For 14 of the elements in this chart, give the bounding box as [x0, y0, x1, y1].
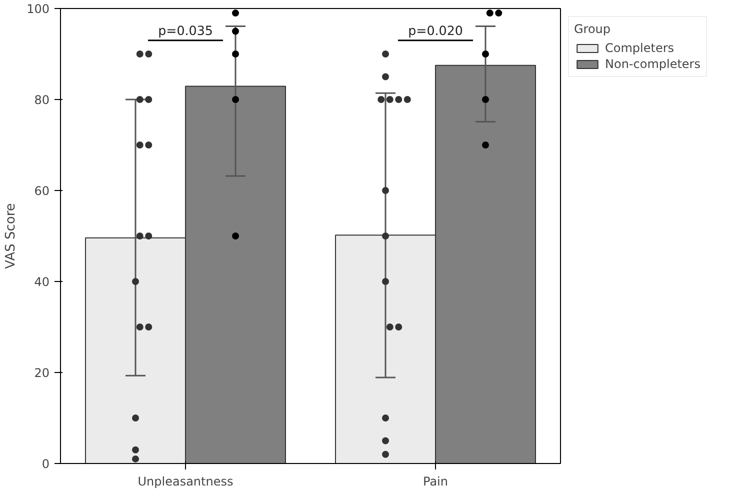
y-tick-label: 0 [42, 457, 50, 471]
y-tick-label: 100 [26, 2, 50, 16]
annotation: p=0.035 [158, 23, 213, 38]
legend-label: Non-completers [605, 57, 700, 71]
y-tick-label: 60 [34, 184, 50, 198]
annotation: p=0.020 [408, 23, 463, 38]
legend-title: Group [574, 22, 612, 36]
x-tick-label: Pain [423, 474, 448, 488]
y-axis-title: VAS Score [4, 203, 19, 269]
x-tick-label: Unpleasantness [138, 474, 234, 488]
y-tick-label: 40 [34, 275, 50, 289]
y-tick-label: 80 [34, 93, 50, 107]
y-tick-label: 20 [34, 366, 50, 380]
legend-label: Completers [605, 41, 674, 55]
